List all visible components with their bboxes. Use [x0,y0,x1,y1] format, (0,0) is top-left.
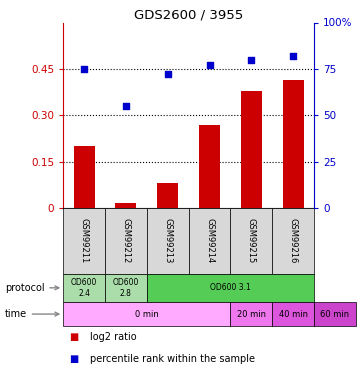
Text: GSM99216: GSM99216 [289,218,298,264]
Title: GDS2600 / 3955: GDS2600 / 3955 [134,8,243,21]
Bar [74,146,95,208]
Point [290,53,296,59]
Point [165,72,171,78]
Point [206,62,212,68]
Text: OD600 3.1: OD600 3.1 [210,284,251,292]
Text: percentile rank within the sample: percentile rank within the sample [90,354,255,364]
Text: GSM99211: GSM99211 [79,218,88,264]
Point [123,103,129,109]
Bar [230,208,272,274]
Bar [230,302,272,326]
Bar [105,274,147,302]
Text: 40 min: 40 min [279,310,308,319]
Text: protocol: protocol [5,283,59,293]
Text: 60 min: 60 min [321,310,349,319]
Bar [199,124,220,208]
Bar [63,302,230,326]
Bar [241,91,262,208]
Bar [147,208,188,274]
Text: OD600
2.8: OD600 2.8 [113,278,139,297]
Bar [63,274,105,302]
Bar [314,302,356,326]
Bar [188,208,230,274]
Text: GSM99214: GSM99214 [205,218,214,264]
Bar [157,183,178,208]
Text: ■: ■ [70,332,83,342]
Text: 20 min: 20 min [237,310,266,319]
Bar [272,302,314,326]
Text: ■: ■ [70,354,83,364]
Bar [283,80,304,208]
Text: GSM99213: GSM99213 [163,218,172,264]
Text: log2 ratio: log2 ratio [90,332,137,342]
Bar [105,208,147,274]
Point [81,66,87,72]
Text: time: time [5,309,59,319]
Text: GSM99212: GSM99212 [121,218,130,264]
Bar [63,208,105,274]
Text: OD600
2.4: OD600 2.4 [71,278,97,297]
Point [248,57,254,63]
Bar [272,208,314,274]
Bar [116,204,136,208]
Text: GSM99215: GSM99215 [247,218,256,264]
Text: 0 min: 0 min [135,310,159,319]
Bar [147,274,314,302]
